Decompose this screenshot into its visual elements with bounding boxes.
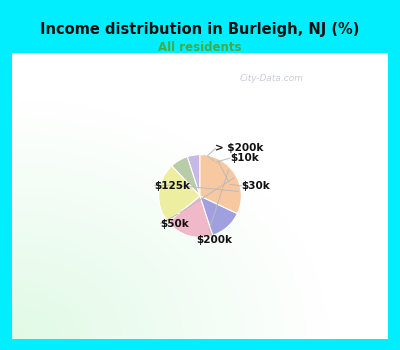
Wedge shape <box>172 157 200 196</box>
Wedge shape <box>159 166 200 222</box>
Text: $200k: $200k <box>196 234 232 245</box>
Text: > $200k: > $200k <box>216 144 264 153</box>
Text: $50k: $50k <box>160 218 189 229</box>
Wedge shape <box>168 196 213 237</box>
Text: $125k: $125k <box>155 181 191 191</box>
Text: City-Data.com: City-Data.com <box>240 74 304 83</box>
Wedge shape <box>200 155 241 214</box>
Wedge shape <box>187 155 200 196</box>
Text: $10k: $10k <box>230 153 258 163</box>
Wedge shape <box>200 196 237 235</box>
Text: $30k: $30k <box>241 181 270 191</box>
Text: All residents: All residents <box>158 41 242 54</box>
Text: Income distribution in Burleigh, NJ (%): Income distribution in Burleigh, NJ (%) <box>40 22 360 37</box>
